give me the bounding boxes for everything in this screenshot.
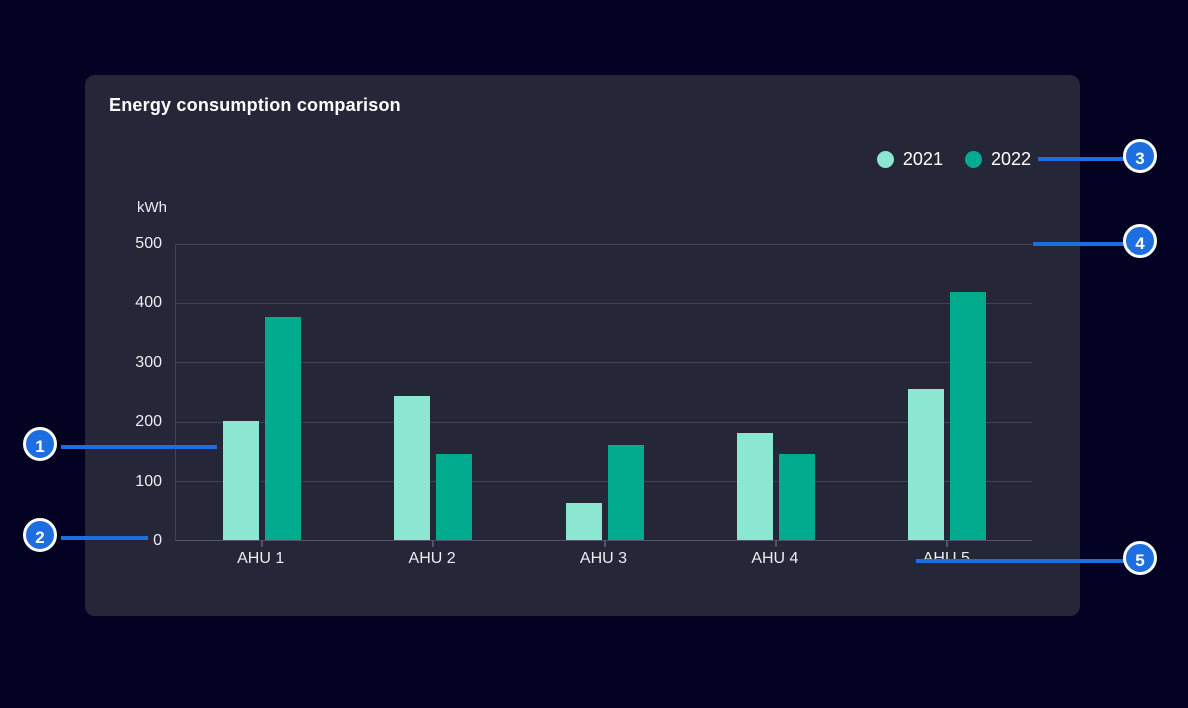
bar-2021-ahu-3 (565, 503, 602, 540)
legend-label-2022: 2022 (990, 148, 1031, 169)
bar-2022-ahu-5 (950, 291, 987, 540)
bar-2021-ahu-5 (908, 388, 945, 540)
gridline (176, 421, 1032, 423)
y-axis-tick-label: 100 (135, 472, 162, 490)
bar-2021-ahu-4 (736, 433, 773, 540)
bar-2022-ahu-3 (607, 444, 644, 540)
bar-2022-ahu-4 (778, 453, 815, 540)
callout-badge-4: 4 (1123, 224, 1157, 258)
legend-dot-2022-icon (964, 150, 982, 168)
gridline (176, 362, 1032, 364)
x-axis-tick (432, 541, 435, 547)
callout-line-1 (61, 445, 217, 449)
gridline (176, 481, 1032, 483)
chart-card: Energy consumption comparison 2021 2022 … (85, 75, 1080, 616)
plot-area (175, 243, 1032, 547)
x-axis-category-label: AHU 3 (579, 550, 628, 567)
callout-line-3 (1038, 157, 1126, 161)
y-axis-tick-label: 0 (153, 532, 162, 549)
x-axis-category-label: AHU 4 (751, 550, 799, 567)
y-axis-tick-label: 200 (135, 413, 162, 431)
legend-dot-2021-icon (876, 150, 894, 168)
legend: 2021 2022 (876, 147, 1031, 171)
x-axis-tick (774, 541, 777, 547)
callout-badge-1: 1 (23, 427, 57, 461)
legend-item-2022[interactable]: 2022 (964, 148, 1031, 170)
callout-badge-5: 5 (1123, 541, 1157, 575)
callout-line-5 (916, 559, 1126, 563)
bar-2021-ahu-1 (222, 421, 259, 540)
bar-2022-ahu-2 (436, 453, 473, 540)
x-axis-tick (260, 541, 263, 547)
x-axis-tick (946, 541, 949, 547)
x-axis-category-label: AHU 1 (237, 550, 285, 567)
y-axis-tick-label: 300 (135, 353, 162, 371)
chart-title: Energy consumption comparison (109, 95, 401, 115)
gridline (176, 243, 1032, 245)
bar-2021-ahu-2 (394, 396, 431, 540)
x-axis-category-label: AHU 2 (408, 550, 456, 567)
legend-item-2021[interactable]: 2021 (876, 148, 943, 170)
callout-badge-3: 3 (1123, 139, 1157, 173)
callout-line-2 (61, 536, 148, 540)
y-axis-tick-label: 400 (135, 294, 162, 312)
legend-label-2021: 2021 (902, 148, 943, 169)
x-axis-tick (603, 541, 606, 547)
bar-2022-ahu-1 (264, 317, 301, 540)
callout-badge-2: 2 (23, 518, 57, 552)
y-axis-tick-label: 500 (135, 235, 162, 252)
callout-line-4 (1033, 242, 1126, 246)
chart-region: kWh 0 100 200 300 400 500 AHU 1 AHU 2 AHU 3 AHU 4… (85, 75, 1080, 616)
gridline (176, 302, 1032, 304)
y-axis-unit-label: kWh (137, 199, 167, 216)
